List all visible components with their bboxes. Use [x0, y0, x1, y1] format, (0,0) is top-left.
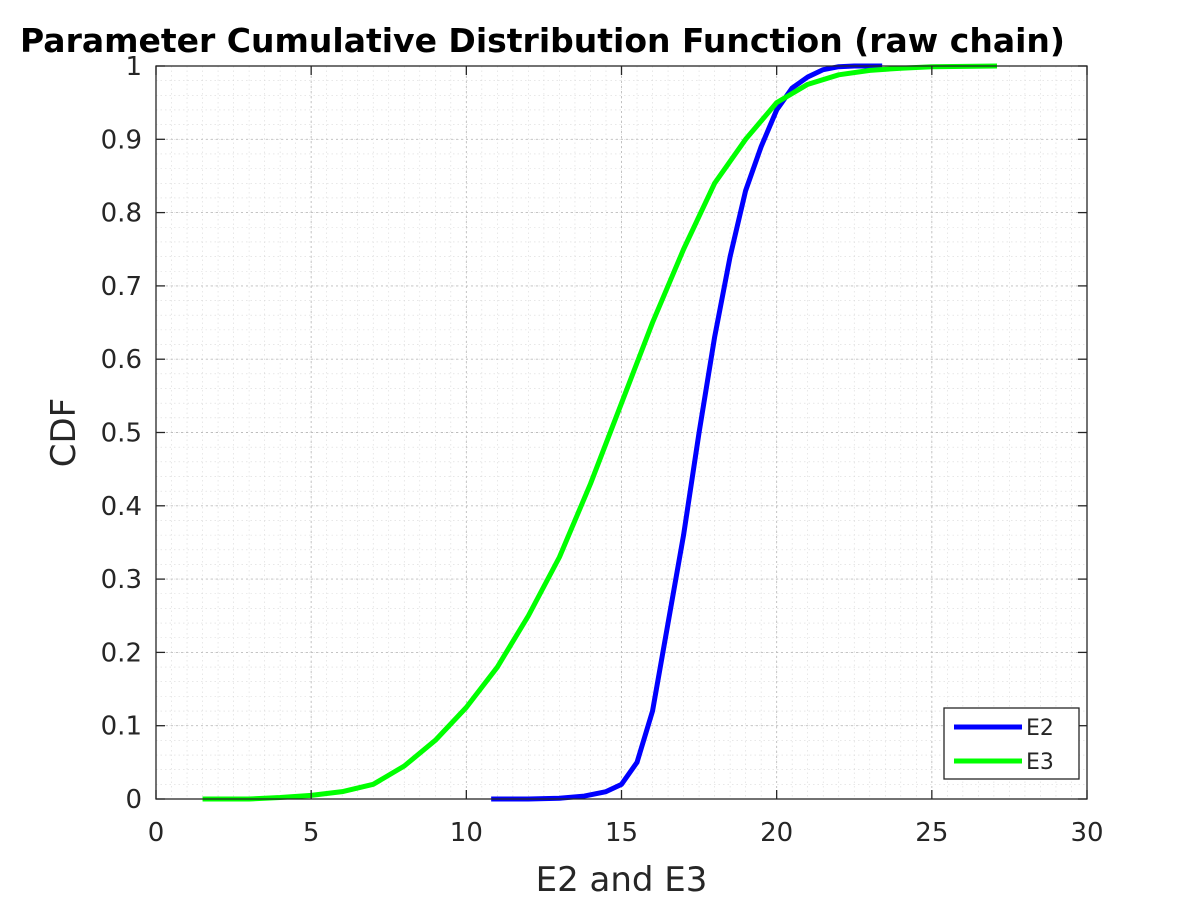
chart-title: Parameter Cumulative Distribution Functi… [20, 21, 1065, 60]
y-axis: 0 0.1 0.2 0.3 0.4 0.5 0.6 0.7 0.8 0.9 1 [101, 52, 1087, 815]
x-tick-label: 0 [148, 818, 165, 848]
y-tick-label: 0.2 [101, 638, 142, 668]
series-line-e2 [491, 63, 883, 802]
minor-grid [155, 65, 1088, 800]
series-layer [202, 63, 998, 802]
y-tick-label: 0.6 [101, 345, 142, 375]
y-tick-label: 0.8 [101, 199, 142, 229]
y-tick-label: 0.1 [101, 712, 142, 742]
y-tick-label: 1 [125, 52, 142, 82]
legend-box [943, 707, 1080, 780]
x-tick-label: 10 [450, 818, 483, 848]
y-tick-label: 0.3 [101, 565, 142, 595]
x-tick-label: 15 [605, 818, 638, 848]
legend-label-e2: E2 [1026, 716, 1054, 741]
x-tick-label: 20 [760, 818, 793, 848]
x-axis: 0 5 10 15 20 25 30 [148, 66, 1104, 848]
y-tick-label: 0.4 [101, 492, 142, 522]
x-tick-label: 5 [303, 818, 320, 848]
legend-label-e3: E3 [1026, 750, 1054, 775]
x-axis-label: E2 and E3 [536, 860, 708, 900]
x-tick-label: 25 [915, 818, 948, 848]
y-tick-label: 0.9 [101, 125, 142, 155]
y-axis-label: CDF [44, 398, 84, 467]
y-tick-label: 0 [125, 785, 142, 815]
series-line-e3 [202, 63, 998, 802]
y-tick-label: 0.5 [101, 419, 142, 449]
x-tick-label: 30 [1070, 818, 1103, 848]
y-tick-label: 0.7 [101, 272, 142, 302]
